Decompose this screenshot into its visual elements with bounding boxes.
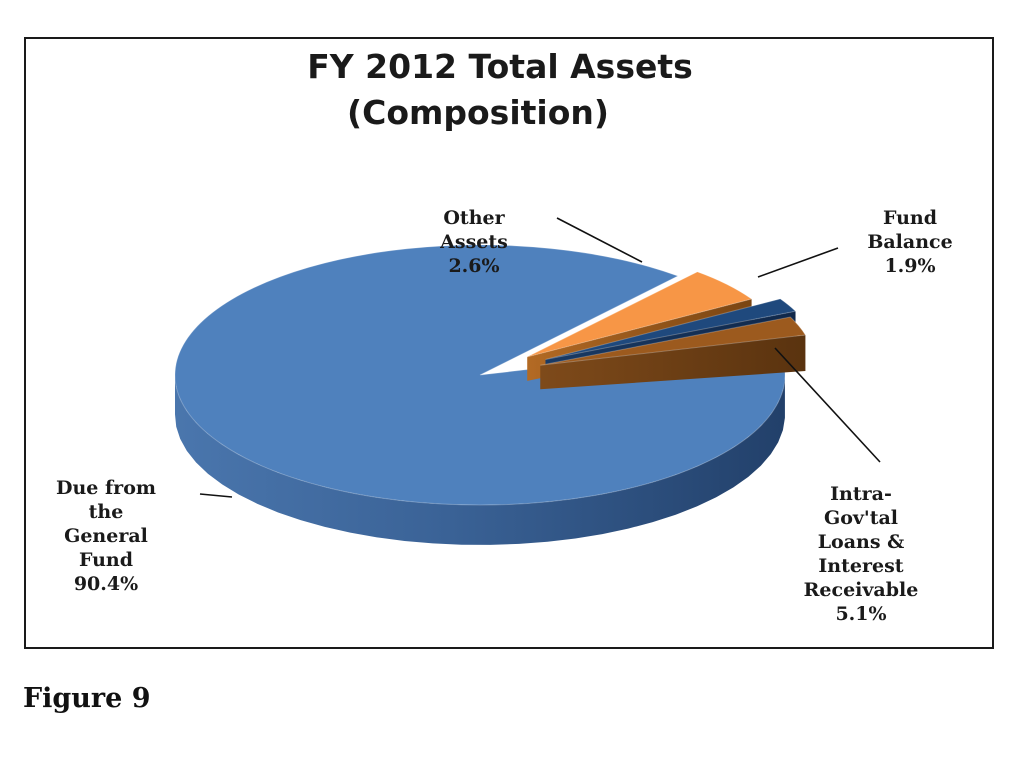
slice-name-line: General — [64, 525, 148, 547]
pie-slice-cut-4 — [540, 335, 806, 390]
leader-line-3 — [757, 247, 839, 278]
slice-value-label: 90.4% — [74, 573, 138, 595]
leader-lines — [199, 217, 881, 498]
slice-label-4: Other Assets 2.6% — [439, 207, 508, 277]
slice-label-3: Fund Balance 1.9% — [867, 207, 952, 277]
leader-line-4 — [556, 217, 643, 263]
slice-label-1: Due from the General Fund 90.4% — [56, 477, 156, 595]
pie-slice-4 — [540, 316, 807, 366]
pie-slice-1 — [174, 244, 786, 506]
slice-name-line: Balance — [867, 231, 952, 253]
leader-line-1 — [199, 493, 233, 498]
slice-labels: Due from the General Fund 90.4%Intra-Gov'tal… — [56, 207, 953, 625]
slice-name-line: Other — [443, 207, 505, 229]
slice-name-line: Fund — [79, 549, 133, 571]
pie-slice-side-1 — [175, 374, 785, 545]
chart-title-line-2: (Composition) — [347, 93, 609, 132]
leader-line-2 — [774, 347, 881, 463]
figure-caption: Figure 9 — [23, 683, 151, 714]
slice-name-line: Gov'tal — [824, 507, 898, 529]
slice-name-line: Due from — [56, 477, 156, 499]
chart-title-line-1: FY 2012 Total Assets — [307, 47, 693, 86]
slice-label-2: Intra-Gov'tal Loans & Interest Receivable 5.… — [804, 483, 919, 625]
slice-name-line: Assets — [439, 231, 508, 253]
slice-value-label: 1.9% — [884, 255, 935, 277]
slice-name-line: Fund — [883, 207, 937, 229]
pie-slice-2 — [527, 271, 753, 358]
slice-value-label: 2.6% — [448, 255, 499, 277]
pie-slice-3 — [545, 298, 797, 360]
pie-slices — [174, 244, 807, 545]
slice-name-line: Receivable — [804, 579, 919, 601]
slice-name-line: the — [89, 501, 124, 523]
slice-name-line: Loans & — [818, 531, 905, 553]
slice-name-line: Intra- — [830, 483, 892, 505]
slice-name-line: Interest — [818, 555, 903, 577]
slice-value-label: 5.1% — [835, 603, 886, 625]
